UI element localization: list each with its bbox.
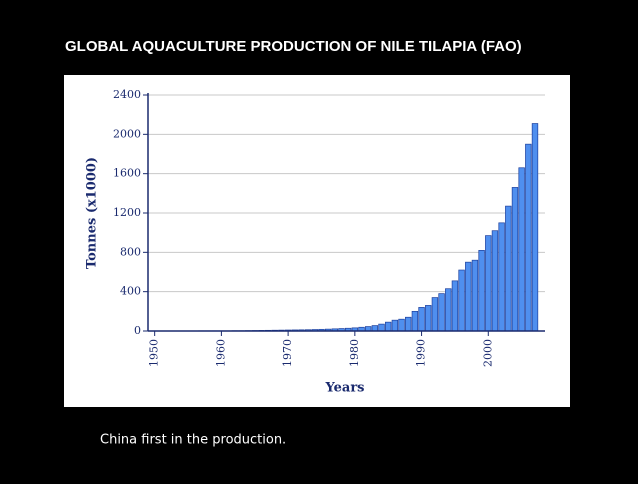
bar [479, 250, 485, 331]
y-tick-label: 800 [120, 245, 141, 258]
bar [385, 322, 391, 331]
x-tick-label: 1960 [214, 339, 227, 367]
bar [392, 320, 398, 331]
bar [419, 307, 425, 331]
bar [505, 206, 511, 331]
y-tick-label: 0 [134, 324, 141, 337]
x-tick-label: 1950 [148, 339, 161, 367]
bar [445, 289, 451, 331]
bar [412, 311, 418, 331]
bar [525, 144, 531, 331]
y-tick-label: 2000 [113, 127, 141, 140]
bar [485, 236, 491, 331]
x-tick-label: 1980 [348, 339, 361, 367]
bar [372, 326, 378, 331]
y-axis-label: Tonnes (x1000) [85, 157, 100, 269]
bar [512, 187, 518, 331]
bar [459, 270, 465, 331]
caption: China first in the production. [100, 433, 286, 448]
y-tick-label: 1200 [113, 206, 141, 219]
x-axis-label: Years [324, 381, 364, 396]
bar [532, 124, 538, 331]
x-tick-label: 2000 [481, 339, 494, 367]
x-tick-label: 1990 [415, 339, 428, 367]
bar [405, 317, 411, 331]
bar [472, 260, 478, 331]
bar [432, 298, 438, 331]
bar [425, 305, 431, 331]
bar [519, 168, 525, 331]
bar [379, 324, 385, 331]
chart-title: GLOBAL AQUACULTURE PRODUCTION OF NILE TI… [65, 38, 522, 55]
y-tick-label: 1600 [113, 167, 141, 180]
bar [499, 223, 505, 331]
y-tick-label: 400 [120, 285, 141, 298]
bar [439, 294, 445, 331]
bar [465, 262, 471, 331]
bar [399, 319, 405, 331]
bar [452, 281, 458, 331]
bar [492, 231, 498, 331]
y-tick-label: 2400 [113, 88, 141, 101]
x-tick-label: 1970 [281, 339, 294, 367]
